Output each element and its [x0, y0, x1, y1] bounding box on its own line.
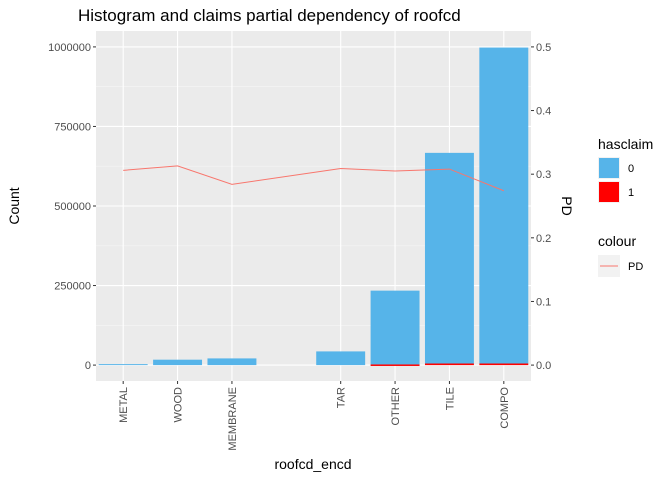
x-tick-label: OTHER	[390, 387, 402, 426]
y2-tick-label: 0.5	[536, 42, 551, 54]
pd-series-line	[123, 165, 504, 192]
legend-swatch	[599, 158, 619, 178]
y-tick-label: 500000	[54, 201, 91, 213]
x-tick-label: COMPO	[499, 387, 511, 429]
bar-hasclaim-0	[370, 290, 420, 365]
x-tick-label: METAL	[118, 387, 130, 423]
legend: hasclaim 0 1 colour PD	[598, 136, 653, 277]
y2-axis-label: PD	[559, 196, 575, 215]
y-tick-label: 750000	[54, 121, 91, 133]
legend-label: 0	[628, 163, 634, 175]
x-tick-label: WOOD	[173, 387, 185, 422]
y2-tick-label: 0.2	[536, 233, 551, 245]
legend-label: 1	[628, 187, 634, 199]
y2-tick-label: 0.0	[536, 360, 551, 372]
y-axis-left: 0 250000 500000 750000 1000000	[48, 42, 96, 372]
x-axis-label: roofcd_encd	[274, 456, 351, 472]
bar-hasclaim-0	[153, 359, 203, 366]
legend-label: PD	[628, 261, 643, 273]
x-axis: METAL WOOD MEMBRANE TAR OTHER TILE COMPO	[118, 381, 511, 451]
x-tick-label: TILE	[444, 387, 456, 410]
y2-tick-label: 0.1	[536, 296, 551, 308]
x-tick-label: TAR	[336, 387, 348, 408]
legend-title-hasclaim: hasclaim	[598, 136, 653, 152]
legend-swatch	[599, 182, 619, 202]
y2-tick-label: 0.4	[536, 106, 551, 118]
chart-title: Histogram and claims partial dependency …	[78, 6, 461, 25]
y-tick-label: 1000000	[48, 42, 91, 54]
bar-hasclaim-1	[479, 363, 529, 366]
y-axis-right: 0.0 0.1 0.2 0.3 0.4 0.5	[531, 42, 551, 372]
x-tick-label: MEMBRANE	[227, 387, 239, 451]
pd-line	[123, 165, 504, 192]
y2-tick-label: 0.3	[536, 169, 551, 181]
bar-hasclaim-0	[424, 152, 474, 364]
legend-title-colour: colour	[598, 233, 636, 249]
bar-hasclaim-0	[316, 351, 366, 366]
bar-hasclaim-1	[370, 364, 420, 366]
bar-hasclaim-1	[424, 363, 474, 366]
y-tick-label: 0	[85, 360, 91, 372]
y-axis-label: Count	[6, 187, 22, 224]
bar-hasclaim-0	[207, 358, 257, 366]
bar-hasclaim-0	[98, 364, 148, 366]
bars	[98, 47, 529, 366]
bar-hasclaim-0	[479, 47, 529, 364]
y-tick-label: 250000	[54, 281, 91, 293]
